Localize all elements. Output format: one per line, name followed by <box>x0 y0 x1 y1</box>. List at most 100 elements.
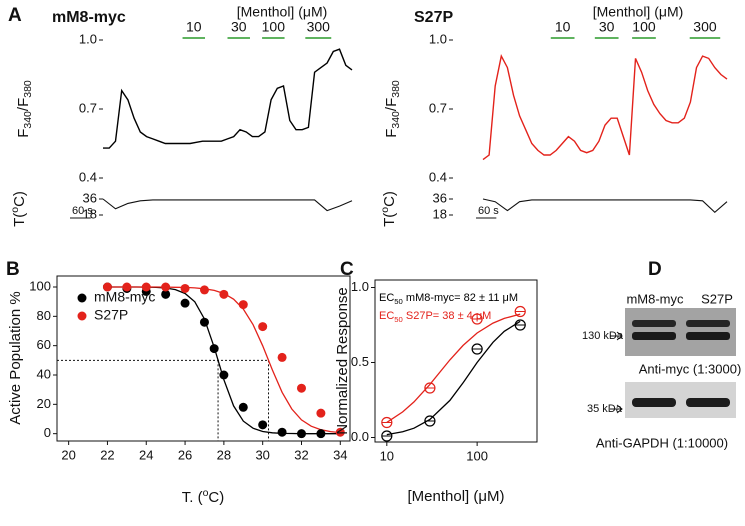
fit-curve <box>386 320 521 436</box>
data-point <box>180 283 190 293</box>
temp-axis-label-part: o <box>9 207 21 213</box>
trace <box>482 54 728 161</box>
y-tick-label: 1.0 <box>429 31 447 46</box>
temp-axis-label-part: C) <box>11 191 28 207</box>
y-tick-label: 80 <box>37 308 51 323</box>
x-tick-label: 24 <box>139 447 153 462</box>
y-axis-label: F340/F380 <box>15 80 34 138</box>
x-tick-label: 32 <box>294 447 308 462</box>
chart-title: S27P <box>414 9 453 26</box>
y-axis-label-part: F <box>383 129 400 138</box>
data-point <box>277 427 287 437</box>
data-point <box>161 289 171 299</box>
x-axis-label-part: T. ( <box>182 489 203 506</box>
x-tick-label: 10 <box>380 448 394 463</box>
data-point <box>335 427 345 437</box>
annotation-part: S27P= 38 ± 4 μM <box>403 310 492 322</box>
annotation-part: 50 <box>394 315 403 324</box>
temp-axis-label-part: T( <box>381 213 398 227</box>
temp-tick-label: 36 <box>433 190 447 205</box>
x-axis-label: T. (oC) <box>182 487 225 506</box>
dose-label: 300 <box>693 19 717 35</box>
data-point <box>122 282 132 292</box>
temperature-trace <box>482 198 728 214</box>
y-tick-label: 100 <box>29 278 51 293</box>
y-axis-label: F340/F380 <box>383 80 402 138</box>
lane-label: S27P <box>701 291 733 306</box>
arrow <box>610 331 623 341</box>
data-point <box>316 429 326 439</box>
panel-label: B <box>6 259 20 280</box>
y-tick-label: 20 <box>37 396 51 411</box>
y-tick-label: 0.5 <box>351 354 369 369</box>
data-point <box>161 282 171 292</box>
temp-tick-label: 36 <box>83 190 97 205</box>
x-tick-label: 26 <box>178 447 192 462</box>
y-axis-label-part: /F <box>383 98 400 111</box>
chart-title: mM8-myc <box>52 9 126 26</box>
y-tick-label: 40 <box>37 366 51 381</box>
legend-marker <box>77 311 87 321</box>
blot-band <box>686 398 730 407</box>
x-axis-label-part: C) <box>208 489 224 506</box>
dose-label: 10 <box>186 19 202 35</box>
annotation: EC50 S27P= 38 ± 4 μM <box>379 310 491 324</box>
y-axis-label-part: F <box>15 129 32 138</box>
panel-label: D <box>648 259 662 280</box>
y-tick-label: 0.4 <box>79 169 97 184</box>
temp-axis-label-part: T( <box>11 213 28 227</box>
dose-label: 100 <box>632 19 656 35</box>
legend-label: S27P <box>94 307 128 323</box>
data-point <box>219 370 229 380</box>
y-tick-label: 0.0 <box>351 429 369 444</box>
data-point <box>209 344 219 354</box>
y-axis-label-part: 340 <box>22 111 34 129</box>
y-tick-label: 60 <box>37 337 51 352</box>
fit-curve <box>386 313 521 423</box>
data-point <box>258 322 268 332</box>
data-point <box>238 300 248 310</box>
data-point <box>102 282 112 292</box>
x-axis-label-part: o <box>203 487 209 499</box>
trace <box>103 48 353 149</box>
data-point <box>277 352 287 362</box>
western-blot: D mM8-myc S27P 130 kDa Anti-myc (1:3000)… <box>582 259 741 450</box>
blot-band <box>632 398 676 407</box>
temp-axis-label: T(oC) <box>9 191 28 227</box>
y-tick-label: 1.0 <box>351 279 369 294</box>
legend-marker <box>77 293 87 303</box>
data-point <box>316 408 326 418</box>
x-tick-label: 28 <box>217 447 231 462</box>
stimulus-label: [Menthol] (μM) <box>593 4 684 20</box>
x-axis-label: [Menthol] (μM) <box>408 488 505 505</box>
temp-axis-label-part: o <box>379 207 391 213</box>
plot-frame <box>374 279 538 443</box>
y-axis-label-part: /F <box>15 98 32 111</box>
size-marker: 35 kDa <box>587 403 623 415</box>
annotation: EC50 mM8-myc= 82 ± 11 μM <box>379 292 518 306</box>
scale-bar-label: 60 s <box>72 205 93 217</box>
fit-curve <box>107 286 341 434</box>
y-axis-label: Active Population % <box>7 291 24 424</box>
blot-band <box>632 320 676 327</box>
y-tick-label: 0.7 <box>79 100 97 115</box>
blot-band <box>686 332 730 340</box>
data-point <box>141 282 151 292</box>
temp-axis-label-part: C) <box>381 191 398 207</box>
data-point <box>180 298 190 308</box>
size-marker: 130 kDa <box>582 330 624 342</box>
annotation-part: mM8-myc= 82 ± 11 μM <box>403 292 518 304</box>
annotation-part: EC <box>379 292 394 304</box>
annotation-part: 50 <box>394 297 403 306</box>
annotation-part: EC <box>379 310 394 322</box>
panel-label: C <box>340 259 354 280</box>
arrow <box>610 404 623 414</box>
dose-label: 30 <box>599 19 615 35</box>
dose-label: 100 <box>262 19 286 35</box>
y-axis-label-part: 380 <box>390 80 402 98</box>
y-axis-label: Normalized Response <box>334 287 351 435</box>
dose-label: 30 <box>231 19 247 35</box>
blot-band <box>686 320 730 327</box>
